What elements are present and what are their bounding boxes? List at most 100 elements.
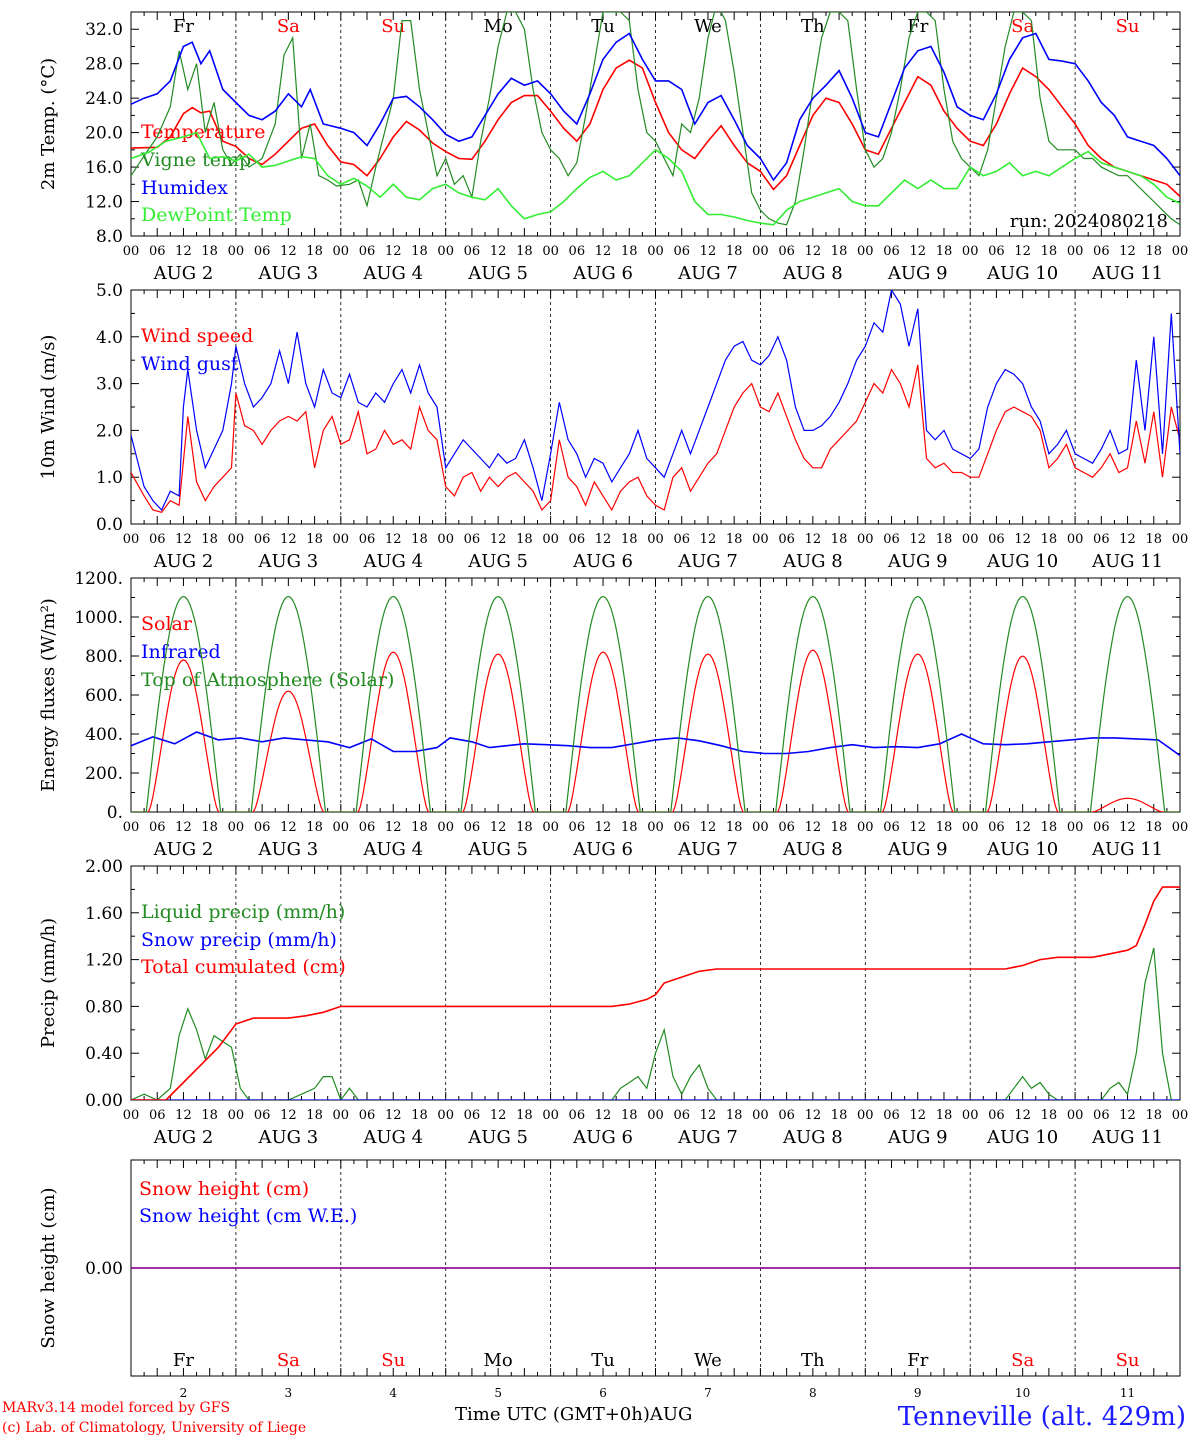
hour-label: 00 <box>123 1108 140 1123</box>
day-name: Su <box>1116 16 1140 37</box>
hour-label: 00 <box>647 820 664 835</box>
hour-label: 18 <box>411 1108 428 1123</box>
date-label: AUG 9 <box>887 551 948 572</box>
hour-label: 18 <box>1146 820 1163 835</box>
date-label: AUG 10 <box>986 839 1058 860</box>
y-tick-label: 32.0 <box>85 20 123 40</box>
hour-label: 06 <box>883 244 900 259</box>
hour-label: 18 <box>621 244 638 259</box>
hour-label: 12 <box>909 532 926 547</box>
date-number: 9 <box>914 1386 922 1400</box>
hour-label: 00 <box>123 532 140 547</box>
date-number: 2 <box>180 1386 188 1400</box>
hour-label: 00 <box>647 244 664 259</box>
hour-label: 06 <box>149 1108 166 1123</box>
hour-label: 18 <box>831 244 848 259</box>
day-name: Fr <box>173 16 194 37</box>
hour-label: 18 <box>306 532 323 547</box>
date-label: AUG 6 <box>572 839 633 860</box>
hour-label: 18 <box>1041 244 1058 259</box>
hour-label: 18 <box>726 820 743 835</box>
y-tick-label: 4.0 <box>96 328 123 348</box>
hour-label: 00 <box>857 1108 874 1123</box>
y-tick-label: 28.0 <box>85 55 123 75</box>
date-number: 3 <box>285 1386 293 1400</box>
hour-label: 12 <box>595 820 612 835</box>
legend-dewpoint-temp: DewPoint Temp <box>141 204 292 226</box>
hour-label: 06 <box>569 1108 586 1123</box>
day-name: Fr <box>173 1350 194 1371</box>
hour-label: 18 <box>831 532 848 547</box>
date-number: 8 <box>809 1386 817 1400</box>
hour-label: 12 <box>1119 532 1136 547</box>
hour-label: 00 <box>1067 244 1084 259</box>
date-number: 10 <box>1015 1386 1030 1400</box>
date-label: AUG 11 <box>1091 1127 1163 1148</box>
hour-label: 00 <box>962 532 979 547</box>
hour-label: 06 <box>149 532 166 547</box>
hour-label: 00 <box>437 532 454 547</box>
hour-label: 00 <box>542 532 559 547</box>
hour-label: 06 <box>1093 820 1110 835</box>
hour-label: 12 <box>1014 1108 1031 1123</box>
hour-label: 12 <box>1119 820 1136 835</box>
y-tick-label: 16.0 <box>85 158 123 178</box>
hour-label: 00 <box>647 532 664 547</box>
station-title: Tenneville (alt. 429m) <box>897 1402 1186 1432</box>
series-top-of-atmosphere-solar <box>131 595 1180 812</box>
y-tick-label: 1.0 <box>96 468 123 488</box>
y-tick-label: 2.00 <box>85 857 123 877</box>
legend-temperature: Temperature <box>141 121 265 143</box>
hour-label: 12 <box>280 244 297 259</box>
hour-label: 06 <box>569 244 586 259</box>
date-label: AUG 3 <box>257 263 318 284</box>
hour-label: 06 <box>149 244 166 259</box>
day-name: Fr <box>907 16 928 37</box>
date-label: AUG 4 <box>362 551 423 572</box>
hour-label: 00 <box>857 820 874 835</box>
hour-label: 12 <box>700 820 717 835</box>
hour-label: 00 <box>542 1108 559 1123</box>
hour-label: 12 <box>595 1108 612 1123</box>
date-label: AUG 11 <box>1091 263 1163 284</box>
hour-label: 00 <box>228 820 245 835</box>
hour-label: 12 <box>805 820 822 835</box>
hour-label: 18 <box>1146 1108 1163 1123</box>
date-label: AUG 5 <box>467 263 528 284</box>
hour-label: 06 <box>359 532 376 547</box>
hour-label: 06 <box>778 1108 795 1123</box>
hour-label: 12 <box>280 532 297 547</box>
series-wind-speed <box>131 364 1180 513</box>
hour-label: 12 <box>595 244 612 259</box>
date-label: AUG 5 <box>467 1127 528 1148</box>
series-humidex <box>131 32 1180 182</box>
date-label: AUG 4 <box>362 839 423 860</box>
series-solar <box>131 649 1180 812</box>
hour-label: 00 <box>228 532 245 547</box>
date-label: AUG 11 <box>1091 551 1163 572</box>
legend-snow-height-cm: Snow height (cm) <box>139 1178 309 1200</box>
hour-label: 18 <box>201 532 218 547</box>
day-name: We <box>694 16 722 37</box>
hour-label: 18 <box>936 820 953 835</box>
date-label: AUG 6 <box>572 1127 633 1148</box>
hour-label: 12 <box>280 820 297 835</box>
hour-label: 00 <box>1067 820 1084 835</box>
hour-label: 18 <box>516 820 533 835</box>
hour-label: 12 <box>1119 244 1136 259</box>
day-name: Mo <box>484 1350 513 1371</box>
y-tick-label: 0.0 <box>96 515 123 535</box>
hour-label: 06 <box>569 820 586 835</box>
hour-label: 12 <box>490 820 507 835</box>
day-name: We <box>694 1350 722 1371</box>
hour-label: 00 <box>752 244 769 259</box>
date-label: AUG 11 <box>1091 839 1163 860</box>
hour-label: 18 <box>201 1108 218 1123</box>
hour-label: 12 <box>280 1108 297 1123</box>
hour-label: 12 <box>700 1108 717 1123</box>
y-tick-label: 24.0 <box>85 89 123 109</box>
date-label: AUG 6 <box>572 551 633 572</box>
date-label: AUG 10 <box>986 551 1058 572</box>
series-temperature <box>131 59 1180 197</box>
hour-label: 06 <box>464 820 481 835</box>
